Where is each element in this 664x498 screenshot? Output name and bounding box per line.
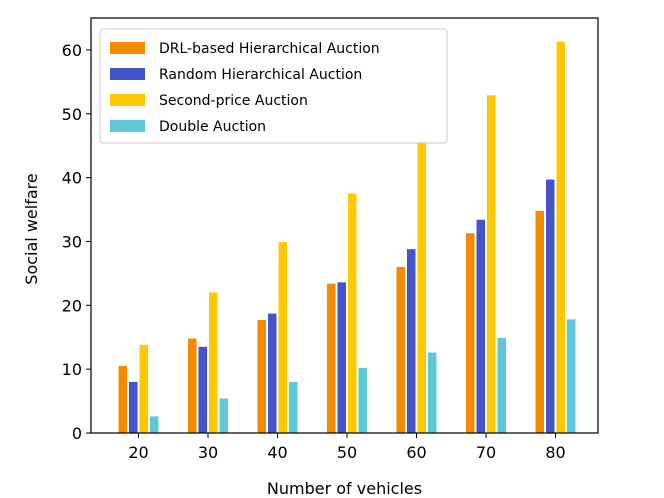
legend-swatch-second-price-auction <box>110 94 145 106</box>
legend-label-second-price-auction: Second-price Auction <box>159 93 308 109</box>
bar-second-price-auction-20 <box>139 344 148 433</box>
x-tick-label: 60 <box>406 443 426 462</box>
bar-double-auction-60 <box>428 352 437 433</box>
legend-label-double-auction: Double Auction <box>159 119 266 135</box>
bar-random-hierarchical-auction-50 <box>337 282 346 433</box>
x-tick-label: 80 <box>545 443 565 462</box>
x-tick-label: 30 <box>198 443 218 462</box>
bar-second-price-auction-30 <box>209 292 218 433</box>
legend-label-random-hierarchical-auction: Random Hierarchical Auction <box>159 67 362 83</box>
bar-second-price-auction-70 <box>487 95 496 433</box>
bar-drl-based-hierarchical-auction-50 <box>327 283 336 433</box>
x-axis-label: Number of vehicles <box>267 479 422 498</box>
bar-drl-based-hierarchical-auction-30 <box>188 338 197 433</box>
bar-random-hierarchical-auction-60 <box>407 249 416 433</box>
bar-double-auction-80 <box>567 319 576 433</box>
bar-second-price-auction-50 <box>348 193 357 433</box>
legend-swatch-random-hierarchical-auction <box>110 68 145 80</box>
bar-double-auction-20 <box>150 416 159 433</box>
bar-double-auction-50 <box>358 367 367 433</box>
y-tick-label: 60 <box>62 41 82 60</box>
legend: DRL-based Hierarchical Auction Random Hie… <box>99 28 448 144</box>
y-tick-label: 40 <box>62 169 82 188</box>
y-axis-label: Social welfare <box>22 173 41 284</box>
y-tick-label: 10 <box>62 360 82 379</box>
bar-drl-based-hierarchical-auction-40 <box>257 319 266 433</box>
x-axis-ticks: 20 30 40 50 60 70 80 <box>128 433 566 462</box>
bars-group <box>118 41 576 434</box>
y-tick-label: 30 <box>62 232 82 251</box>
bar-drl-based-hierarchical-auction-20 <box>118 365 127 433</box>
x-tick-label: 20 <box>128 443 148 462</box>
bar-second-price-auction-40 <box>278 242 287 433</box>
bar-double-auction-30 <box>219 398 228 433</box>
y-axis-ticks: 0 10 20 30 40 50 60 <box>62 41 91 443</box>
bar-random-hierarchical-auction-30 <box>198 346 207 433</box>
bar-double-auction-70 <box>497 337 506 433</box>
y-tick-label: 0 <box>72 424 82 443</box>
legend-swatch-double-auction <box>110 120 145 132</box>
legend-swatch-drl-based-hierarchical-auction <box>110 42 145 54</box>
bar-second-price-auction-60 <box>417 139 426 434</box>
legend-label-drl-based-hierarchical-auction: DRL-based Hierarchical Auction <box>159 41 380 57</box>
x-tick-label: 40 <box>267 443 287 462</box>
bar-drl-based-hierarchical-auction-60 <box>396 267 405 433</box>
bar-second-price-auction-80 <box>556 41 565 433</box>
x-tick-label: 50 <box>337 443 357 462</box>
bar-random-hierarchical-auction-80 <box>546 179 555 433</box>
bar-random-hierarchical-auction-20 <box>129 381 138 433</box>
plot-frame <box>90 17 599 434</box>
y-tick-label: 50 <box>62 105 82 124</box>
y-tick-label: 20 <box>62 296 82 315</box>
bar-random-hierarchical-auction-70 <box>476 219 485 433</box>
x-tick-label: 70 <box>476 443 496 462</box>
legend-box <box>99 28 448 144</box>
bar-random-hierarchical-auction-40 <box>268 313 277 433</box>
bar-drl-based-hierarchical-auction-70 <box>466 233 475 433</box>
bar-drl-based-hierarchical-auction-80 <box>535 210 544 433</box>
bar-double-auction-40 <box>289 381 298 433</box>
